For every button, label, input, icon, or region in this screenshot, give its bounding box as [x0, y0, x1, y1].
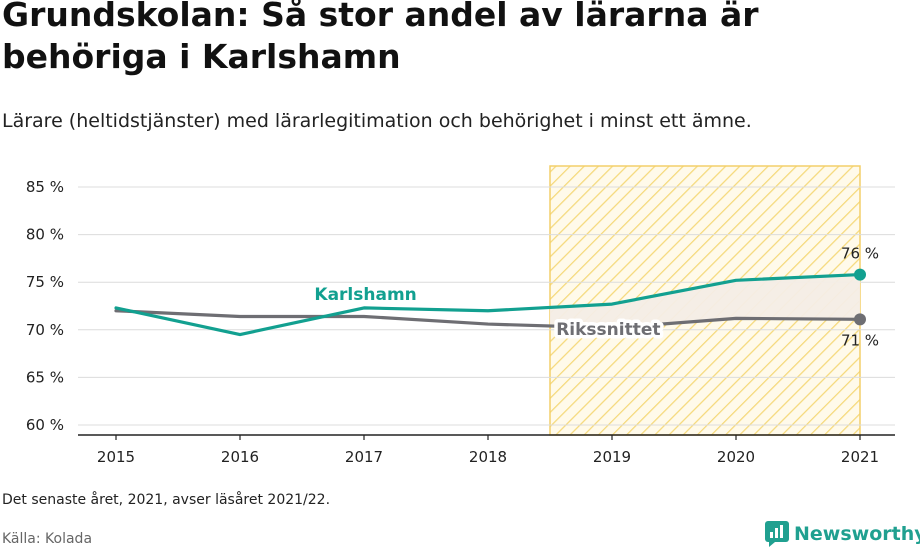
y-tick-label: 80 % [26, 226, 64, 244]
series-gap-fill [550, 274, 860, 328]
chart-title: Grundskolan: Så stor andel av lärarna är… [2, 0, 759, 76]
x-tick-label: 2015 [97, 448, 135, 466]
x-tick-label: 2017 [345, 448, 383, 466]
end-value-label-rikssnittet: 71 % [841, 331, 879, 349]
data-point-karlshamn [854, 268, 866, 281]
y-tick-label: 65 % [26, 368, 64, 386]
end-value-label-karlshamn: 76 % [841, 245, 879, 263]
series-label-karlshamn: Karlshamn [314, 285, 416, 305]
line-chart: 60 % 65 % 70 % 75 % 80 % 85 % 2015 2016 2017 2018… [26, 165, 895, 466]
series-line-karlshamn [114, 272, 862, 337]
x-tick-label: 2018 [469, 448, 507, 466]
brand-logo: Newsworthy [764, 520, 920, 548]
chart-source: Källa: Kolada [2, 531, 93, 547]
x-tick-label: 2021 [841, 448, 879, 466]
y-tick-label: 85 % [26, 178, 64, 196]
chart-footnote: Det senaste året, 2021, avser läsåret 20… [2, 492, 331, 508]
x-tick-label: 2020 [717, 448, 755, 466]
data-point-rikssnittet [854, 313, 866, 326]
y-tick-label: 60 % [26, 416, 64, 434]
brand-name: Newsworthy [794, 523, 920, 545]
newsworthy-logo-icon [765, 521, 789, 547]
chart-subtitle: Lärare (heltidstjänster) med lärarlegiti… [2, 110, 752, 132]
series-line-rikssnittet [114, 309, 862, 330]
y-tick-label: 70 % [26, 321, 64, 339]
x-tick-label: 2016 [221, 448, 259, 466]
y-tick-label: 75 % [26, 273, 64, 291]
x-tick-label: 2019 [593, 448, 631, 466]
series-label-rikssnittet: Rikssnittet [556, 320, 660, 340]
